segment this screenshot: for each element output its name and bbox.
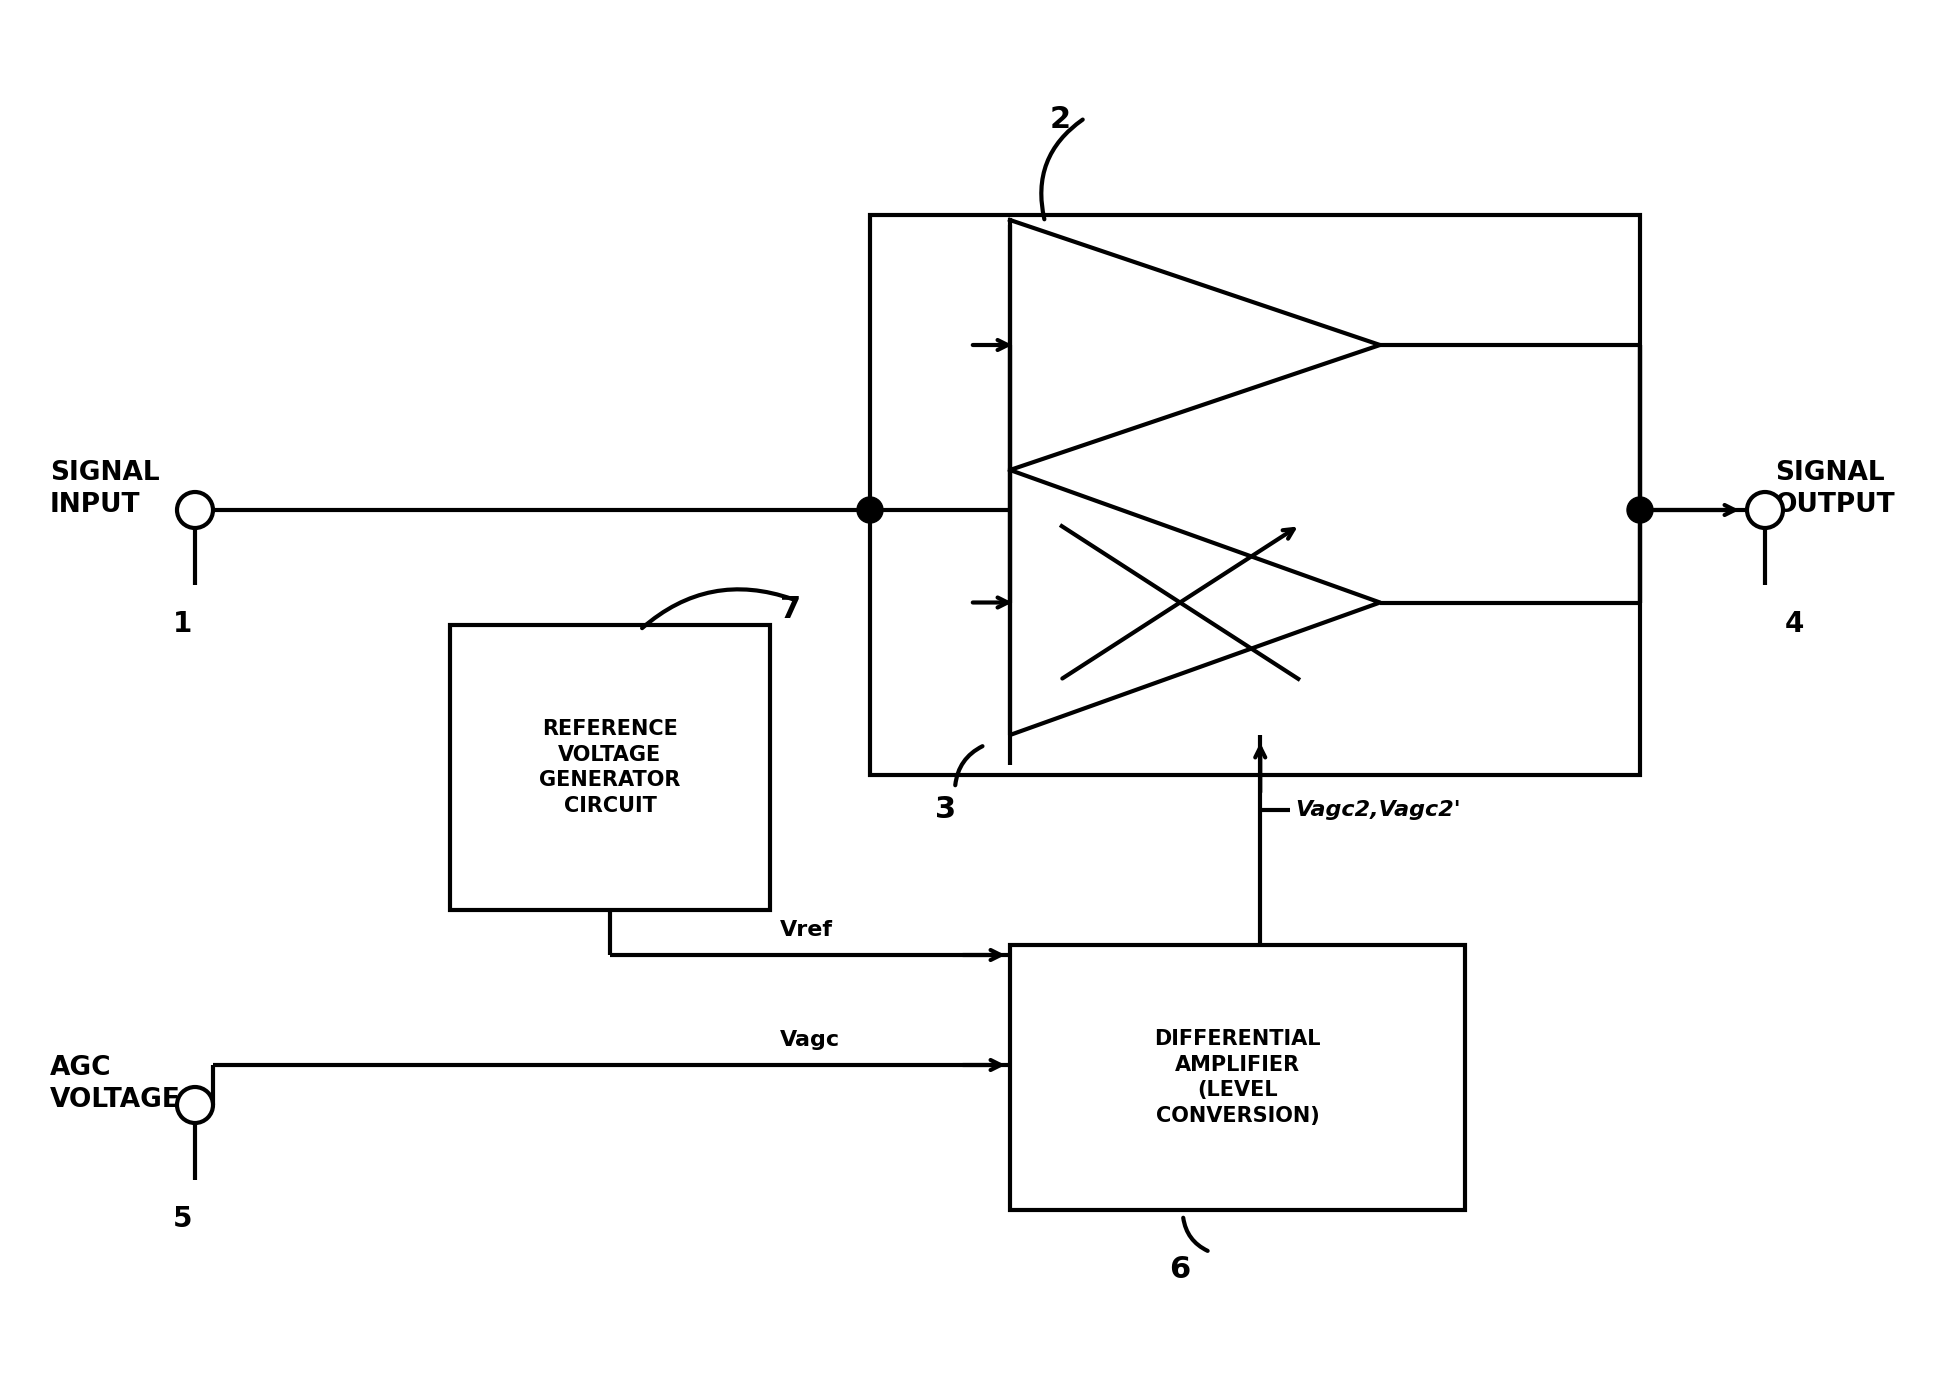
Text: 1: 1 [172,610,192,638]
Bar [869,216,1640,776]
Text: 7: 7 [779,595,800,624]
Text: Vref: Vref [779,920,832,939]
Text: SIGNAL
OUTPUT: SIGNAL OUTPUT [1775,461,1894,518]
Text: Vagc2,Vagc2': Vagc2,Vagc2' [1296,799,1460,820]
Text: REFERENCE
VOLTAGE
GENERATOR
CIRCUIT: REFERENCE VOLTAGE GENERATOR CIRCUIT [538,720,681,816]
Text: 3: 3 [935,795,955,825]
Bar [1010,945,1464,1210]
Text: 5: 5 [172,1205,192,1233]
Text: DIFFERENTIAL
AMPLIFIER
(LEVEL
CONVERSION): DIFFERENTIAL AMPLIFIER (LEVEL CONVERSION… [1155,1029,1321,1126]
Circle shape [1626,497,1652,524]
Text: 2: 2 [1049,105,1070,134]
Circle shape [176,1086,213,1123]
Circle shape [176,491,213,528]
Text: SIGNAL
INPUT: SIGNAL INPUT [51,461,160,518]
Bar [450,624,769,910]
Text: AGC
VOLTAGE: AGC VOLTAGE [51,1056,180,1113]
Text: Vagc: Vagc [779,1030,840,1050]
Text: 4: 4 [1785,610,1804,638]
Text: 6: 6 [1168,1254,1190,1284]
Circle shape [1746,491,1783,528]
Circle shape [857,497,883,524]
